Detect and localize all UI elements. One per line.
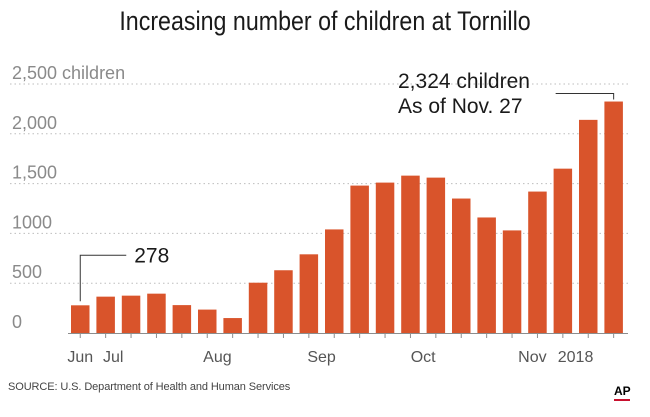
x-tick-label: Oct [411,349,436,366]
bar [528,191,547,333]
bar [299,254,319,333]
y-tick-label: 2,000 [12,113,57,133]
y-tick-label: 1000 [12,212,52,232]
bar [147,293,166,333]
bar [401,175,420,333]
x-tick-label: Aug [203,349,231,366]
y-tick-label: 2,500 children [12,63,125,83]
bar [553,168,573,333]
chart-title: Increasing number of children at Tornill… [119,6,531,36]
bar [223,318,242,333]
x-tick-label: Sep [307,349,336,366]
bar [96,296,115,333]
ap-logo-text: AP [614,384,631,398]
annotation-leader [555,93,615,100]
bar [604,101,623,333]
y-tick-label: 0 [12,312,22,332]
ap-logo-bar [614,399,630,401]
bar [502,230,522,333]
bar [426,177,446,333]
bar [121,295,141,333]
annotation-text: 2,324 children [398,70,530,93]
annotation-leader [79,254,127,302]
x-tick-label: 2018 [558,349,594,366]
x-tick-label: Jul [103,349,123,366]
annotation-text: 278 [134,244,169,267]
bar [350,185,369,333]
bar [452,198,471,333]
bar [579,119,598,333]
x-tick-label: Jun [67,349,93,366]
bar [274,270,293,333]
source-note: SOURCE: U.S. Department of Health and Hu… [8,381,291,393]
y-tick-label: 1,500 [12,163,57,183]
x-tick-label: Nov [518,349,546,366]
bar [172,305,192,333]
bar [477,217,496,333]
bar [198,309,217,333]
ap-logo: AP [614,384,631,401]
annotation-text: As of Nov. 27 [398,95,523,118]
bar [248,282,268,333]
bar [325,229,344,333]
y-tick-label: 500 [12,262,42,282]
bar [375,182,395,333]
bar [71,305,90,333]
